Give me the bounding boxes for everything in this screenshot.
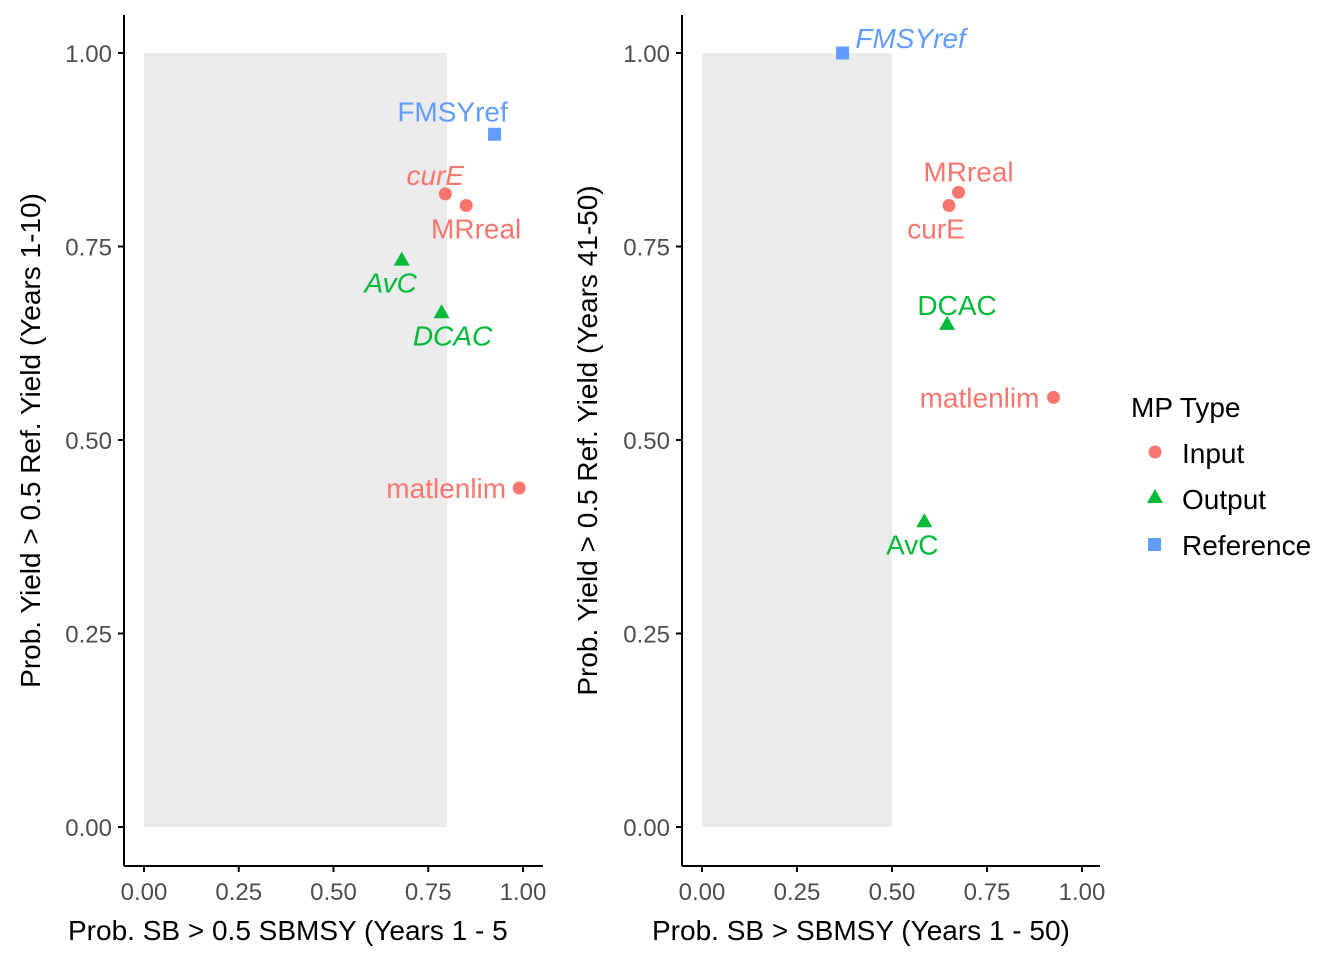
y-tick-label: 0.00 [623, 815, 670, 842]
legend: MP Type Input Output Reference [1131, 392, 1311, 561]
y-tick-label: 0.25 [65, 622, 112, 649]
point-matlenlim [512, 481, 526, 495]
x-tick-label: 0.00 [679, 879, 726, 906]
point-mrreal [459, 198, 473, 212]
point-matlenlim [1047, 390, 1060, 404]
point-cure [438, 187, 452, 201]
legend-item-reference: Reference [1148, 530, 1311, 561]
point-label-matlenlim: matlenlim [920, 382, 1040, 413]
point-label-cure: curE [907, 213, 965, 244]
right-panel: 0.00 0.25 0.50 0.75 1.00 0.00 0.25 0.50 0.75 1.00… [572, 15, 1105, 946]
point-label-avc: AvC [363, 268, 418, 299]
point-fmsyref [488, 127, 502, 141]
point-label-mrreal: MRreal [431, 213, 521, 244]
point-label-fmsyref: FMSYref [855, 23, 969, 54]
shaded-region [702, 53, 892, 827]
point-label-cure: curE [407, 160, 465, 191]
legend-key-output [1147, 489, 1163, 503]
x-tick-label: 0.50 [310, 879, 357, 906]
x-tick-label: 0.50 [869, 879, 916, 906]
x-tick-label: 0.75 [405, 879, 452, 906]
y-axis-title: Prob. Yield > 0.5 Ref. Yield (Years 1-10… [15, 193, 46, 688]
x-axis-title: Prob. SB > SBMSY (Years 1 - 50) [652, 915, 1070, 946]
point-avc [916, 513, 933, 528]
x-tick-label: 0.00 [121, 879, 168, 906]
point-label-mrreal: MRreal [923, 156, 1013, 187]
point-mrreal [952, 185, 965, 199]
legend-label-output: Output [1182, 484, 1266, 515]
y-tick-label: 0.50 [65, 428, 112, 455]
legend-key-input [1148, 445, 1162, 459]
point-avc [393, 251, 410, 266]
y-tick-label: 0.25 [623, 622, 670, 649]
x-tick-label: 0.25 [774, 879, 821, 906]
legend-key-reference [1148, 538, 1161, 551]
legend-label-input: Input [1182, 438, 1244, 469]
point-dcac [939, 315, 956, 330]
legend-title: MP Type [1131, 392, 1240, 423]
legend-item-output: Output [1147, 484, 1266, 515]
point-dcac [433, 304, 450, 319]
point-fmsyref [836, 46, 850, 60]
point-label-matlenlim: matlenlim [386, 473, 506, 504]
x-axis-title: Prob. SB > 0.5 SBMSY (Years 1 - 5 [68, 915, 508, 946]
y-tick-label: 0.75 [623, 235, 670, 262]
y-tick-label: 0.00 [65, 815, 112, 842]
left-panel: 0.00 0.25 0.50 0.75 1.00 0.00 0.25 0.50 0.75 1.00… [15, 15, 546, 946]
x-tick-label: 1.00 [1059, 879, 1106, 906]
y-tick-label: 1.00 [623, 41, 670, 68]
point-label-fmsyref: FMSYref [397, 96, 508, 127]
x-tick-label: 1.00 [500, 879, 547, 906]
x-tick-label: 0.25 [215, 879, 262, 906]
y-axis-title: Prob. Yield > 0.5 Ref. Yield (Years 41-5… [572, 185, 603, 695]
point-label-avc: AvC [886, 529, 938, 560]
legend-label-reference: Reference [1182, 530, 1311, 561]
x-tick-label: 0.75 [964, 879, 1011, 906]
y-tick-label: 0.50 [623, 428, 670, 455]
y-tick-label: 0.75 [65, 235, 112, 262]
y-tick-label: 1.00 [65, 41, 112, 68]
legend-item-input: Input [1148, 438, 1244, 469]
point-cure [942, 198, 956, 212]
shaded-region [144, 53, 448, 827]
point-label-dcac: DCAC [413, 320, 493, 351]
point-label-dcac: DCAC [917, 290, 996, 321]
